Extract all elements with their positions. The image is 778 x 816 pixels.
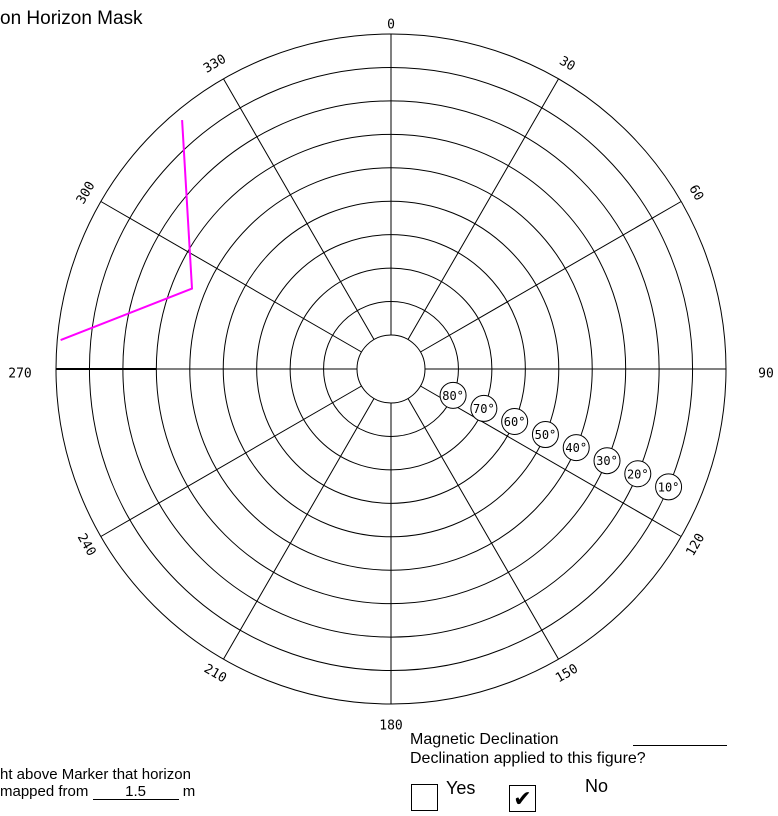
no-label: No: [585, 776, 609, 796]
elevation-label: 70°: [473, 402, 495, 416]
azimuth-spoke-60: [420, 201, 682, 353]
magnetic-declination-field[interactable]: [633, 745, 727, 746]
azimuth-label-0: 0: [387, 18, 395, 33]
azimuth-label-30: 30: [556, 54, 577, 75]
azimuth-spoke-330: [223, 78, 375, 340]
horizon-mask-line: [60, 120, 194, 342]
azimuth-spoke-300: [100, 201, 362, 353]
elevation-label: 80°: [442, 389, 464, 403]
azimuth-spoke-30: [407, 78, 559, 340]
plot-title: on Horizon Mask: [0, 8, 143, 29]
azimuth-label-210: 210: [201, 661, 229, 686]
azimuth-label-270: 270: [8, 367, 31, 382]
declination-applied-label: Declination applied to this figure?: [410, 750, 646, 767]
elevation-label: 20°: [627, 467, 649, 481]
elevation-label: 10°: [658, 480, 680, 494]
yes-label: Yes: [446, 778, 476, 798]
height-label: ht above Marker that horizon: [0, 766, 191, 783]
elevation-label-circle: [655, 473, 683, 501]
elevation-label-circle: [439, 381, 467, 409]
azimuth-label-240: 240: [74, 531, 99, 559]
azimuth-label-300: 300: [74, 179, 99, 207]
no-checkbox[interactable]: ✔: [509, 785, 536, 812]
elevation-label-circle: [531, 421, 559, 449]
azimuth-label-330: 330: [201, 52, 229, 77]
elevation-label-circle: [624, 460, 652, 488]
azimuth-label-90: 90: [758, 367, 774, 382]
yes-checkbox[interactable]: [411, 784, 438, 811]
azimuth-spoke-240: [100, 385, 362, 537]
checkmark-icon: ✔: [513, 786, 532, 811]
elevation-label: 40°: [565, 441, 587, 455]
elevation-label: 60°: [504, 415, 526, 429]
height-line: mapped from 1.5 m: [0, 783, 195, 800]
height-prefix: mapped from: [0, 783, 93, 800]
azimuth-spoke-210: [223, 398, 375, 660]
elevation-label: 50°: [535, 428, 557, 442]
elevation-label-circle: [593, 447, 621, 475]
magnetic-declination-label: Magnetic Declination: [410, 731, 559, 748]
zenith-circle: [356, 334, 426, 404]
azimuth-label-120: 120: [683, 531, 708, 559]
elevation-label-circle: [562, 434, 590, 462]
height-unit: m: [182, 783, 196, 800]
azimuth-spoke-120: [420, 385, 682, 537]
elevation-label-circle: [501, 407, 529, 435]
azimuth-label-150: 150: [553, 661, 581, 686]
azimuth-label-180: 180: [379, 719, 402, 734]
elevation-label: 30°: [596, 454, 618, 468]
azimuth-label-60: 60: [685, 182, 706, 203]
azimuth-spoke-150: [407, 398, 559, 660]
elevation-label-circle: [470, 394, 498, 422]
height-value-field[interactable]: 1.5: [92, 784, 179, 800]
